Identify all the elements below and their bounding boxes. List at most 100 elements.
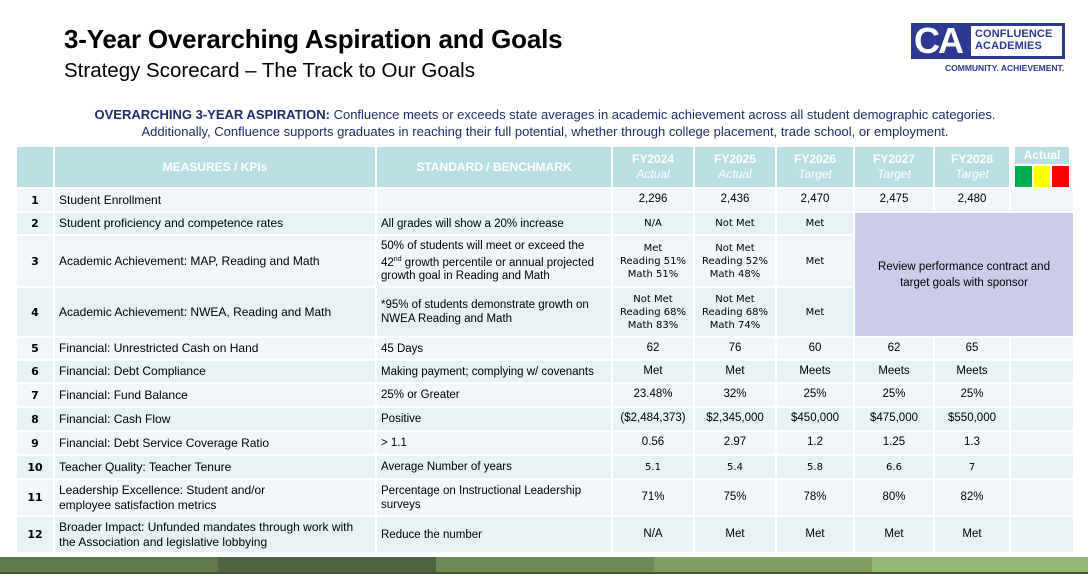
math-pct: Math 83%: [627, 319, 679, 331]
benchmark: All grades will show a 20% increase: [375, 211, 613, 236]
header-fy2028: FY2028 Target: [933, 145, 1011, 189]
row-number: 9: [15, 430, 55, 456]
math-pct: Math 48%: [709, 268, 761, 280]
fy2025-type: Actual: [718, 167, 752, 181]
fy2025-value: 2.97: [693, 430, 777, 456]
fy2026-value: Met: [775, 286, 855, 338]
fy2024-value: 0.56: [611, 430, 695, 456]
table-row: 11 Leadership Excellence: Student and/or…: [15, 478, 1075, 517]
status: Met: [643, 242, 663, 254]
fy2028-value: Met: [933, 515, 1011, 554]
row-number: 10: [15, 454, 55, 480]
table-row: 10 Teacher Quality: Teacher Tenure Avera…: [15, 454, 1075, 480]
benchmark-ordinal: 42: [381, 256, 394, 269]
fy2025-value: Not Met Reading 52% Math 48%: [693, 234, 777, 288]
actual-status: [1009, 382, 1075, 408]
header-fy2026: FY2026 Target: [775, 145, 855, 189]
row-number: 6: [15, 359, 55, 384]
fy2025-value: Not Met: [693, 211, 777, 236]
fy2026-value: 5.8: [775, 454, 855, 480]
table-row: 4 Academic Achievement: NWEA, Reading an…: [15, 286, 1074, 338]
benchmark-ordinal-suffix: nd: [393, 255, 402, 263]
kpi-name: Financial: Cash Flow: [53, 406, 377, 432]
footer-segment: [872, 557, 1088, 572]
fy2024-value: 5.1: [611, 454, 695, 480]
row-number: 11: [15, 478, 55, 517]
actual-status: [1009, 187, 1075, 213]
fy2026-value: 25%: [775, 382, 855, 408]
status: Not Met: [715, 242, 755, 254]
fy2027-value: 62: [853, 336, 935, 361]
fy2028-value: 2,480: [933, 187, 1011, 213]
table-row: 3 Academic Achievement: MAP, Reading and…: [15, 234, 1074, 288]
fy2027-value: 6.6: [853, 454, 935, 480]
logo-name-line2: ACADEMIES: [975, 40, 1042, 52]
kpi-name: Financial: Debt Compliance: [53, 359, 377, 384]
fy2028-value: Meets: [933, 359, 1011, 384]
math-pct: Math 51%: [627, 268, 679, 280]
fy2028-value: 25%: [933, 382, 1011, 408]
table-row: 12 Broader Impact: Unfunded mandates thr…: [15, 515, 1075, 554]
actual-label: Actual: [1015, 147, 1069, 164]
fy2025-value: Not Met Reading 68% Math 74%: [693, 286, 777, 338]
row-number: 5: [15, 336, 55, 361]
row-number: 8: [15, 406, 55, 432]
yellow-status-swatch: [1033, 166, 1051, 187]
fy2026-value: Met: [775, 515, 855, 554]
kpi-name: Teacher Quality: Teacher Tenure: [53, 454, 377, 480]
fy2026-value: Meets: [775, 359, 855, 384]
benchmark: > 1.1: [375, 430, 613, 456]
status-legend: [1015, 166, 1070, 187]
fy2028-value: $550,000: [933, 406, 1011, 432]
fy2027-value: 25%: [853, 382, 935, 408]
fy2028-label: FY2028: [950, 152, 994, 166]
logo-box: CA CONFLUENCE ACADEMIES: [911, 20, 1065, 61]
row-number: 3: [15, 234, 55, 288]
benchmark: Positive: [375, 406, 613, 432]
fy2027-label: FY2027: [872, 152, 916, 166]
fy2025-value: 75%: [693, 478, 777, 517]
fy2024-value: ($2,484,373): [611, 406, 695, 432]
fy2026-value: 1.2: [775, 430, 855, 456]
table-row: 5 Financial: Unrestricted Cash on Hand 4…: [15, 336, 1075, 361]
actual-status: [1009, 430, 1075, 456]
header-row: MEASURES / KPIs STANDARD / BENCHMARK FY2…: [15, 145, 1075, 189]
table-row: 8 Financial: Cash Flow Positive ($2,484,…: [15, 406, 1075, 432]
fy2024-value: 2,296: [611, 187, 695, 213]
status: Not Met: [715, 293, 755, 305]
footer-segment: [654, 557, 872, 572]
table-row: 2 Student proficiency and competence rat…: [15, 211, 1075, 338]
fy2028-value: 1.3: [933, 430, 1011, 456]
header-standard: STANDARD / BENCHMARK: [375, 145, 613, 189]
fy2026-value: 78%: [775, 478, 855, 517]
fy2027-value: Meets: [853, 359, 935, 384]
logo-mark: CA: [914, 20, 964, 61]
scorecard-table: MEASURES / KPIs STANDARD / BENCHMARK FY2…: [15, 145, 1075, 554]
fy2025-value: 76: [693, 336, 777, 361]
row-number: 12: [15, 515, 55, 554]
status: Not Met: [633, 293, 673, 305]
row-number: 1: [15, 187, 55, 213]
fy2026-value: Met: [775, 211, 855, 236]
row-number: 2: [15, 211, 55, 236]
benchmark: 45 Days: [375, 336, 613, 361]
benchmark: 50% of students will meet or exceed the 4…: [375, 234, 613, 288]
footer-segment: [436, 557, 654, 572]
math-pct: Math 74%: [709, 319, 761, 331]
logo-name-line1: CONFLUENCE: [975, 28, 1053, 40]
logo-name: CONFLUENCE ACADEMIES: [975, 28, 1052, 52]
aspiration-statement: OVERARCHING 3-YEAR ASPIRATION: Confluenc…: [40, 106, 1050, 140]
page-title: 3-Year Overarching Aspiration and Goals: [64, 24, 563, 54]
fy2024-value: Met: [611, 359, 695, 384]
fy2026-label: FY2026: [793, 152, 837, 166]
kpi-name: Financial: Unrestricted Cash on Hand: [53, 336, 377, 361]
logo-tagline: COMMUNITY. ACHIEVEMENT.: [945, 63, 1065, 73]
fy2024-value: N/A: [611, 515, 695, 554]
header-measures: MEASURES / KPIs: [53, 145, 377, 189]
fy2025-value: Met: [693, 515, 777, 554]
fy2027-value: 2,475: [853, 187, 935, 213]
fy2027-value: 1.25: [853, 430, 935, 456]
benchmark: Reduce the number: [375, 515, 613, 554]
actual-status: [1009, 406, 1075, 432]
fy2026-value: 60: [775, 336, 855, 361]
